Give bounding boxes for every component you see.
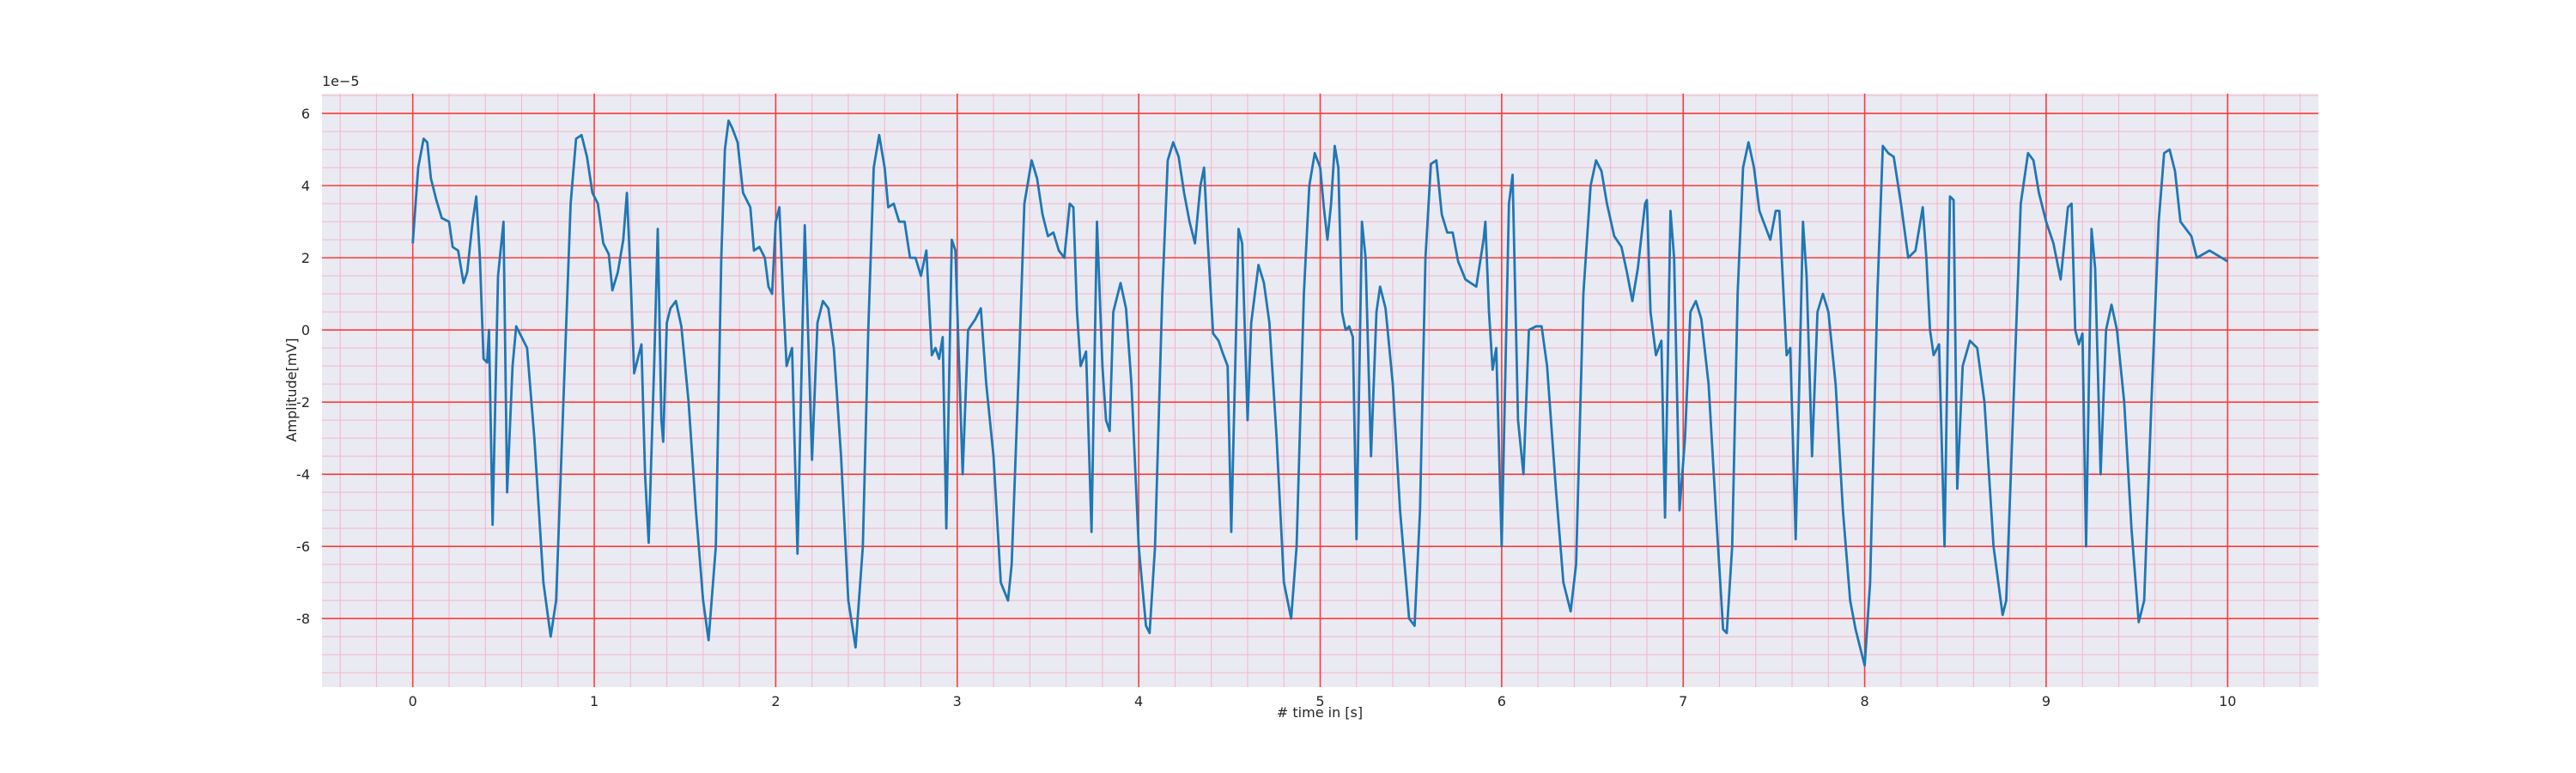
x-tick-label: 0 [409, 693, 417, 709]
x-tick-label: 1 [590, 693, 598, 709]
x-tick-label: 3 [953, 693, 962, 709]
y-tick-label: 4 [301, 178, 310, 194]
y-tick-label: -4 [296, 466, 310, 483]
x-tick-label: 4 [1134, 693, 1143, 709]
x-tick-label: 10 [2219, 693, 2236, 709]
x-axis-label: # time in [s] [1277, 704, 1363, 721]
y-tick-label: -6 [296, 539, 310, 555]
y-offset-text: 1e−5 [322, 73, 360, 89]
y-tick-label: -8 [296, 611, 310, 627]
signal-line [411, 119, 2229, 667]
y-axis-label: Amplitude[mV] [283, 338, 300, 441]
x-tick-label: 2 [771, 693, 780, 709]
x-tick-label: 6 [1498, 693, 1506, 709]
x-tick-label: 8 [1860, 693, 1868, 709]
grid [322, 94, 2318, 687]
x-tick-label: 5 [1315, 693, 1324, 709]
y-tick-label: 0 [301, 322, 310, 338]
x-tick-label: 7 [1679, 693, 1687, 709]
marks [411, 119, 2229, 667]
labels: 0 1 2 3 4 5 6 7 8 9 10 -8 -6 -4 -2 0 2 4 6 [296, 106, 2236, 709]
x-tick-label: 9 [2042, 693, 2050, 709]
y-tick-label: 2 [301, 250, 310, 266]
y-tick-label: -2 [296, 394, 310, 411]
y-tick-label: 6 [301, 106, 310, 122]
